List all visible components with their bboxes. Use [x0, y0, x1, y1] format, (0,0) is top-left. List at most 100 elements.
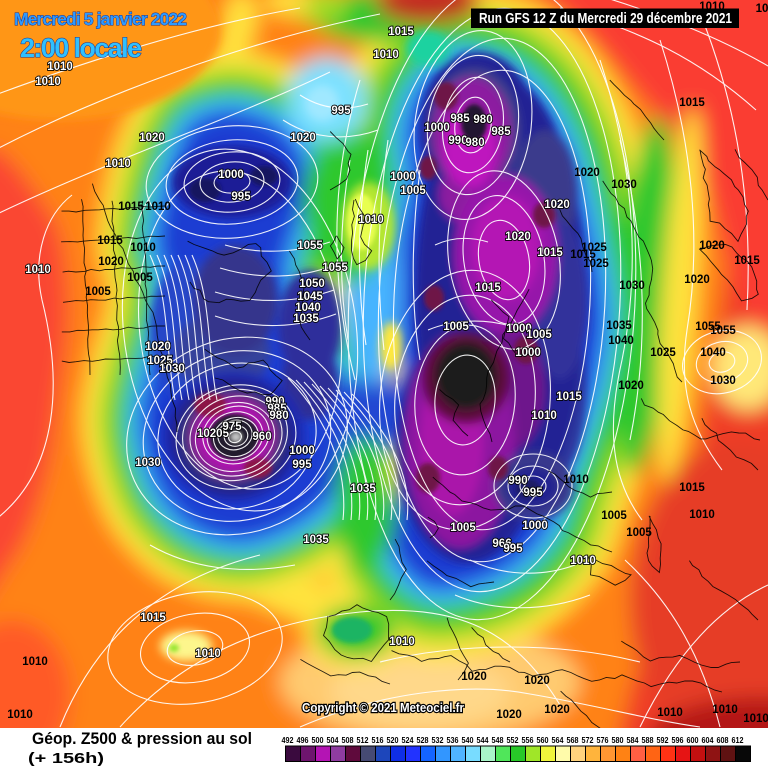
svg-text:572: 572 [582, 736, 594, 745]
svg-text:560: 560 [537, 736, 549, 745]
svg-text:596: 596 [672, 736, 684, 745]
svg-text:1030: 1030 [159, 363, 185, 375]
svg-text:1015: 1015 [570, 249, 596, 261]
svg-text:1025: 1025 [147, 355, 173, 367]
svg-text:532: 532 [432, 736, 444, 745]
svg-text:995: 995 [331, 105, 351, 117]
svg-text:1010: 1010 [22, 656, 48, 668]
svg-text:1020: 1020 [618, 380, 644, 392]
svg-text:980: 980 [465, 137, 484, 149]
svg-text:990: 990 [448, 135, 467, 147]
svg-text:568: 568 [567, 736, 579, 745]
svg-text:1015: 1015 [118, 201, 144, 213]
svg-text:1010: 1010 [657, 707, 683, 719]
svg-text:1040: 1040 [608, 335, 634, 347]
svg-text:1000: 1000 [424, 122, 450, 134]
svg-text:1005: 1005 [526, 329, 552, 341]
svg-text:990: 990 [265, 396, 284, 408]
svg-text:995: 995 [523, 487, 543, 499]
svg-text:1035: 1035 [303, 534, 329, 546]
svg-text:1025: 1025 [583, 258, 609, 270]
svg-text:1015: 1015 [679, 97, 705, 109]
svg-text:1035: 1035 [606, 320, 632, 332]
svg-text:524: 524 [402, 736, 414, 745]
svg-text:500: 500 [312, 736, 324, 745]
svg-text:1010: 1010 [105, 158, 131, 170]
svg-text:608: 608 [717, 736, 729, 745]
svg-text:980: 980 [269, 410, 288, 422]
svg-text:540: 540 [462, 736, 474, 745]
svg-text:1040: 1040 [700, 347, 726, 359]
svg-text:1030: 1030 [710, 375, 736, 387]
svg-text:2:00 locale: 2:00 locale [20, 33, 142, 63]
svg-text:1055: 1055 [695, 321, 721, 333]
svg-text:1020: 1020 [544, 704, 570, 716]
svg-text:1000: 1000 [390, 171, 416, 183]
svg-text:995: 995 [292, 459, 312, 471]
svg-text:1050: 1050 [299, 278, 325, 290]
svg-text:1030: 1030 [611, 179, 637, 191]
svg-text:1015: 1015 [556, 391, 582, 403]
svg-text:995: 995 [503, 543, 523, 555]
svg-text:508: 508 [342, 736, 354, 745]
svg-text:1015: 1015 [388, 26, 414, 38]
svg-text:1055: 1055 [297, 240, 323, 252]
svg-text:1005: 1005 [443, 321, 469, 333]
svg-text:980: 980 [473, 114, 492, 126]
svg-text:1055: 1055 [710, 325, 736, 337]
svg-text:10: 10 [756, 3, 768, 15]
svg-text:1020: 1020 [98, 256, 124, 268]
svg-text:520: 520 [387, 736, 399, 745]
svg-text:985: 985 [267, 403, 287, 415]
svg-text:1015: 1015 [734, 255, 760, 267]
svg-text:552: 552 [507, 736, 519, 745]
svg-text:564: 564 [552, 736, 564, 745]
svg-text:600: 600 [687, 736, 699, 745]
svg-text:1000: 1000 [522, 520, 548, 532]
svg-text:512: 512 [357, 736, 369, 745]
svg-text:1025: 1025 [581, 242, 607, 254]
svg-text:612: 612 [732, 736, 744, 745]
svg-text:985: 985 [450, 113, 470, 125]
svg-text:1015: 1015 [475, 282, 501, 294]
svg-text:1020: 1020 [290, 132, 316, 144]
svg-text:1010: 1010 [531, 410, 557, 422]
svg-text:1000: 1000 [515, 347, 541, 359]
svg-text:960: 960 [252, 431, 271, 443]
svg-text:1020: 1020 [684, 274, 710, 286]
svg-text:1010: 1010 [358, 214, 384, 226]
svg-text:1030: 1030 [619, 280, 645, 292]
svg-text:Géop. Z500 & pression au sol: Géop. Z500 & pression au sol [32, 729, 252, 748]
svg-text:1035: 1035 [293, 313, 319, 325]
svg-text:1015: 1015 [97, 235, 123, 247]
svg-text:504: 504 [327, 736, 339, 745]
svg-text:1020: 1020 [139, 132, 165, 144]
svg-text:985: 985 [491, 126, 511, 138]
svg-text:1005: 1005 [450, 522, 476, 534]
svg-text:1030: 1030 [135, 457, 161, 469]
svg-text:1010: 1010 [25, 264, 51, 276]
svg-text:Mercredi 5 janvier 2022: Mercredi 5 janvier 2022 [14, 9, 187, 29]
svg-text:1000: 1000 [506, 323, 532, 335]
svg-text:1055: 1055 [322, 262, 348, 274]
svg-text:1035: 1035 [350, 483, 376, 495]
svg-text:492: 492 [282, 736, 294, 745]
svg-text:588: 588 [642, 736, 654, 745]
svg-text:580: 580 [612, 736, 624, 745]
svg-text:1005: 1005 [626, 527, 652, 539]
svg-text:10205: 10205 [197, 428, 230, 440]
svg-text:1040: 1040 [295, 302, 321, 314]
svg-text:1020: 1020 [505, 231, 531, 243]
svg-text:1010: 1010 [389, 636, 415, 648]
svg-text:1015: 1015 [537, 247, 563, 259]
svg-text:544: 544 [477, 736, 489, 745]
svg-text:1005: 1005 [601, 510, 627, 522]
svg-text:1010: 1010 [145, 201, 171, 213]
svg-text:1005: 1005 [400, 185, 426, 197]
svg-text:548: 548 [492, 736, 504, 745]
svg-text:496: 496 [297, 736, 309, 745]
svg-text:1020: 1020 [574, 167, 600, 179]
svg-text:Run GFS 12 Z du Mercredi 29 dé: Run GFS 12 Z du Mercredi 29 décembre 202… [479, 11, 732, 27]
svg-text:990: 990 [508, 475, 527, 487]
svg-text:604: 604 [702, 736, 714, 745]
